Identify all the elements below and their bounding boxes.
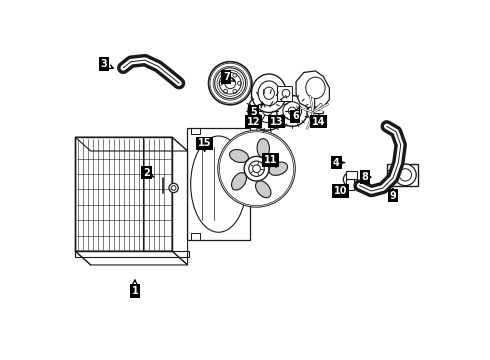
Circle shape [256,99,279,122]
Circle shape [399,169,412,181]
Ellipse shape [282,89,290,97]
Circle shape [220,72,241,94]
Ellipse shape [232,173,246,190]
Ellipse shape [256,181,271,198]
Ellipse shape [251,74,286,112]
Text: 11: 11 [264,155,277,167]
Ellipse shape [393,171,401,179]
Circle shape [248,92,287,130]
Circle shape [394,164,416,186]
Text: 3: 3 [100,59,113,69]
Ellipse shape [388,168,405,182]
Text: 5: 5 [250,104,263,117]
Circle shape [277,95,308,126]
Bar [144,137,172,251]
Bar [191,128,200,134]
Circle shape [244,156,269,181]
Ellipse shape [258,81,280,105]
Text: 15: 15 [198,138,211,151]
Circle shape [215,68,245,99]
Text: 7: 7 [223,72,235,82]
Bar [387,164,418,186]
Circle shape [249,161,264,176]
Text: 12: 12 [246,115,260,127]
Bar [191,233,200,239]
Circle shape [253,165,260,172]
Text: 9: 9 [390,189,396,201]
Text: 1: 1 [131,280,138,296]
Text: 14: 14 [312,117,325,127]
Ellipse shape [269,162,288,175]
Ellipse shape [264,87,274,99]
Text: 8: 8 [362,172,371,182]
Text: 13: 13 [270,115,283,127]
Circle shape [346,176,354,183]
Circle shape [209,62,252,105]
Circle shape [169,183,178,193]
Bar [75,137,172,251]
Bar [187,128,250,239]
Text: 10: 10 [334,184,347,196]
Polygon shape [296,71,329,109]
Circle shape [225,78,236,89]
Text: 6: 6 [292,107,300,121]
Circle shape [218,130,295,207]
Bar [346,180,354,190]
Ellipse shape [257,139,270,158]
Bar [387,170,393,180]
Bar [346,171,357,179]
Ellipse shape [229,149,248,162]
Text: 2: 2 [143,167,154,177]
Bar [277,86,292,101]
Circle shape [283,102,301,120]
Text: 4: 4 [333,158,344,167]
Circle shape [343,172,357,186]
Bar [75,251,189,257]
Circle shape [307,106,319,119]
